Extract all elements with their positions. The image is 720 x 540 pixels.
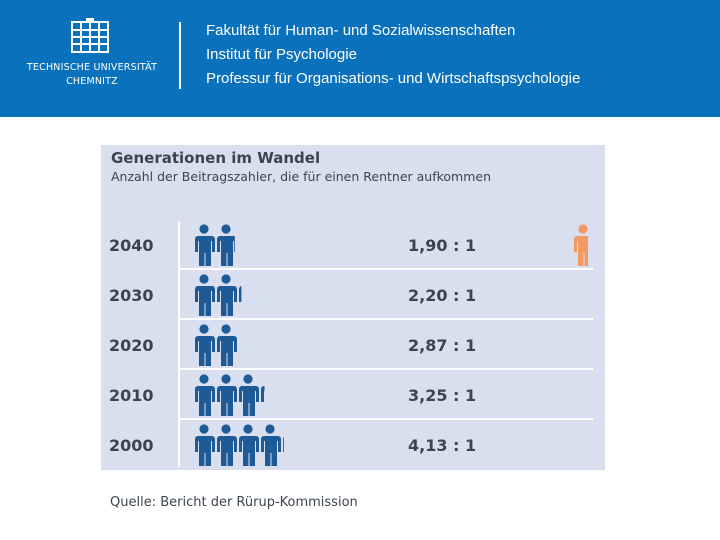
institute-name: Institut für Psychologie [206,46,357,63]
contributor-person-icon [261,386,265,402]
year-label: 2030 [109,286,154,305]
contributor-person-icon [195,224,215,266]
university-logo: TECHNISCHE UNIVERSITÄT CHEMNITZ [22,18,162,94]
logo-text-line1: TECHNISCHE UNIVERSITÄT [26,62,158,73]
contributor-person-icon [283,436,284,452]
contributor-person-icon [217,224,235,266]
chart-subtitle: Anzahl der Beitragszahler, die für einen… [111,169,492,184]
source-note: Quelle: Bericht der Rürup-Kommission [110,495,358,510]
contributor-person-icon [195,374,215,416]
contributor-person-icon [195,274,215,316]
year-label: 2020 [109,336,154,355]
ratio-label: 4,13 : 1 [408,436,476,455]
pensioner-person-icon [574,274,594,316]
year-label: 2040 [109,236,154,255]
chart-title: Generationen im Wandel [111,149,321,167]
contributor-person-icon [217,424,237,466]
pensioner-person-icon [574,324,594,366]
contributor-person-icon [217,324,237,366]
header-text: Fakultät für Human- und Sozialwissenscha… [206,19,580,91]
contributor-person-icon [239,324,259,366]
chart-panel: Generationen im Wandel Anzahl der Beitra… [101,145,605,470]
contributor-person-icon [239,374,259,416]
header-divider [179,22,181,89]
tu-chemnitz-building-logo-icon [71,18,109,53]
contributor-person-icon [217,374,237,416]
year-label: 2010 [109,386,154,405]
pensioner-person-icon [574,224,588,266]
ratio-label: 3,25 : 1 [408,386,476,405]
pensioner-person-icon [574,374,594,416]
contributor-person-icon [195,424,215,466]
header-bar: TECHNISCHE UNIVERSITÄT CHEMNITZ Fakultät… [0,0,720,117]
contributor-person-icon [195,324,215,366]
ratio-label: 2,20 : 1 [408,286,476,305]
contributor-person-icon [239,286,242,302]
ratio-label: 1,90 : 1 [408,236,476,255]
ratio-label: 2,87 : 1 [408,336,476,355]
year-label: 2000 [109,436,154,455]
contributor-person-icon [217,274,237,316]
logo-text-line2: CHEMNITZ [66,76,118,87]
chart-graphic: 2040 1,90 : 1 2030 2,20 : 1 2020 2,87 : 1 2010… [109,221,594,467]
professorship-name: Professur für Organisations- und Wirtsch… [206,70,581,87]
contributor-person-icon [261,424,281,466]
contributor-person-icon [239,424,259,466]
faculty-name: Fakultät für Human- und Sozialwissenscha… [206,22,516,39]
pensioner-person-icon [574,424,594,466]
